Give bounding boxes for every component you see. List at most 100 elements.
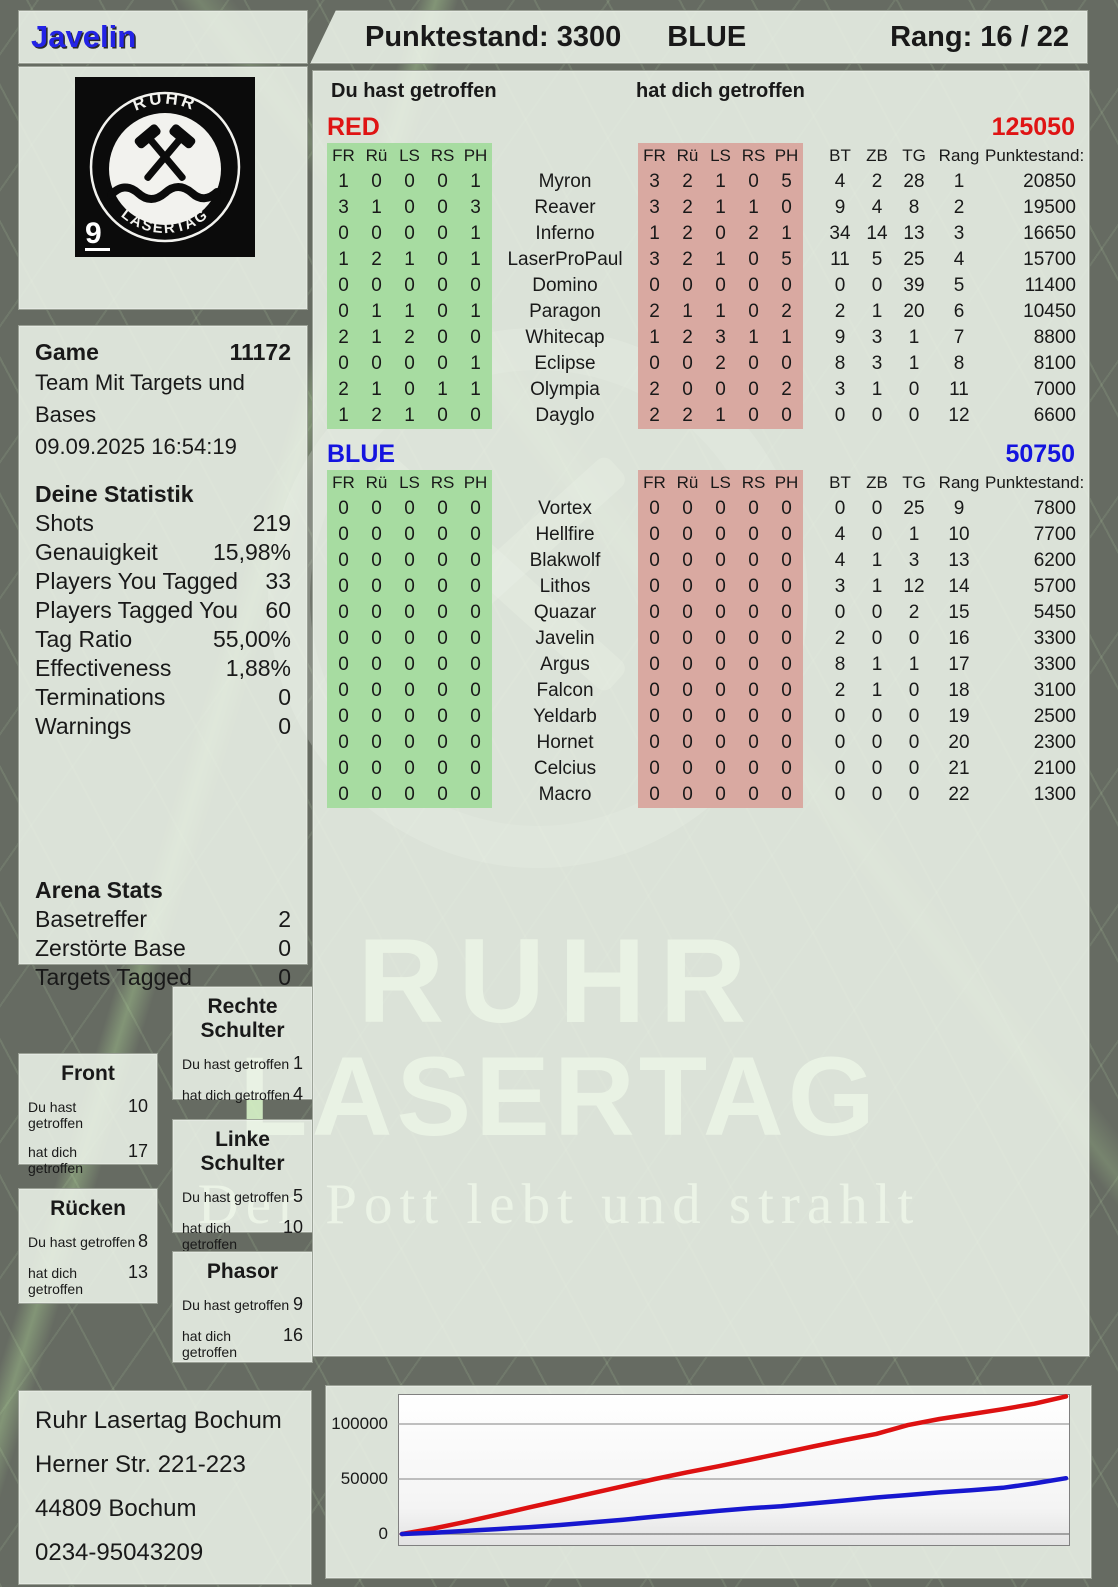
hit-you-cell: 0 <box>704 273 737 299</box>
you-hit-cell: 0 <box>393 574 426 600</box>
punktestand-cell: 1300 <box>1033 784 1076 805</box>
column-header: Punktestand: <box>985 146 1085 165</box>
player-name: Javelin <box>31 19 137 54</box>
hit-you-title: hat dich getroffen <box>636 80 805 102</box>
player-name-cell: LaserProPaul <box>507 249 623 270</box>
gap <box>803 626 821 652</box>
your-stats-section: Shots 219 Genauigkeit 15,98% Players You Tag… <box>35 509 291 741</box>
stat-cell: 0 <box>871 498 883 519</box>
arena-stats-title: Arena Stats <box>35 877 163 903</box>
you-hit-cell: 0 <box>327 273 360 299</box>
gap <box>803 652 821 678</box>
punktestand-cell: 10450 <box>1023 301 1076 322</box>
you-hit-cell: 0 <box>327 600 360 626</box>
punktestand-cell: 2100 <box>1033 758 1076 779</box>
hit-you-cell: 2 <box>671 221 704 247</box>
hit-you-cell: 3 <box>638 247 671 273</box>
you-hit-cell: 1 <box>360 299 393 325</box>
address-line: 0234-95043209 <box>35 1539 204 1566</box>
you-hit-cell: 0 <box>327 704 360 730</box>
hit-location-value: 4 <box>292 1084 303 1104</box>
stat-cell: 12 <box>948 405 970 426</box>
hit-you-cell: 0 <box>770 678 803 704</box>
punktestand-cell: 3300 <box>1033 628 1076 649</box>
hit-location-title: Phasor <box>206 1260 279 1283</box>
column-header: Rang <box>938 473 980 492</box>
you-hit-cell: 0 <box>426 704 459 730</box>
stat-row: Players You Tagged 33 <box>35 567 291 596</box>
hit-location-value: 10 <box>282 1217 303 1237</box>
score-tables-panel: Du hast getroffen hat dich getroffen RED… <box>312 70 1090 1357</box>
hit-you-cell: 0 <box>671 782 704 808</box>
column-header: Rü <box>671 470 704 496</box>
stat-value: 0 <box>278 684 291 710</box>
stat-cell: 16 <box>948 628 970 649</box>
stat-row: Effectiveness 1,88% <box>35 654 291 683</box>
chart-line <box>399 1394 1069 1537</box>
hit-you-cell: 0 <box>671 678 704 704</box>
punktestand-cell: 8800 <box>1033 327 1076 348</box>
stat-row: Warnings 0 <box>35 712 291 741</box>
player-row: 1 2 1 0 0 Dayglo 2 2 1 0 0 0 0 0 12 6600 <box>313 403 1089 429</box>
you-hit-cell: 0 <box>360 600 393 626</box>
you-hit-cell: 2 <box>327 325 360 351</box>
stat-cell: 0 <box>908 405 920 426</box>
player-row: 0 0 0 0 1 Inferno 1 2 0 2 1 34 14 13 3 16650 <box>313 221 1089 247</box>
stat-label: Shots <box>35 510 94 536</box>
you-hit-cell: 0 <box>360 221 393 247</box>
gap <box>803 730 821 756</box>
hit-location-row: Du hast getroffen 9 <box>181 1294 304 1315</box>
hit-you-cell: 0 <box>638 273 671 299</box>
column-header: RS <box>737 143 770 169</box>
you-hit-cell: 0 <box>459 496 492 522</box>
hit-you-cell: 3 <box>638 195 671 221</box>
hit-you-cell: 0 <box>704 678 737 704</box>
you-hit-cell: 0 <box>393 730 426 756</box>
stat-label: Terminations <box>35 684 166 710</box>
hit-you-cell: 2 <box>770 377 803 403</box>
stat-label: Basetreffer <box>35 906 148 932</box>
hit-location-label: hat dich getroffen <box>28 1144 84 1176</box>
gap <box>803 522 821 548</box>
punktestand-cell: 3100 <box>1033 680 1076 701</box>
you-hit-cell: 0 <box>327 678 360 704</box>
you-hit-cell: 3 <box>459 195 492 221</box>
hit-you-cell: 0 <box>770 522 803 548</box>
hit-location-row: Du hast getroffen 8 <box>27 1231 149 1252</box>
stat-cell: 8 <box>908 197 920 218</box>
hit-you-cell: 5 <box>770 247 803 273</box>
blue-team-table: BLUE 50750 FR Rü LS RS PH FR Rü LS RS PH BT ZB TG Ran… <box>313 440 1089 808</box>
you-hit-cell: 0 <box>426 169 459 195</box>
stat-cell: 0 <box>834 784 846 805</box>
hit-you-cell: 0 <box>737 273 770 299</box>
stat-cell: 14 <box>866 223 888 244</box>
stat-cell: 1 <box>953 171 965 192</box>
arena-stats-section: Basetreffer 2 Zerstörte Base 0 Targets Tagge… <box>35 905 291 992</box>
stat-cell: 13 <box>903 223 925 244</box>
hit-you-cell: 0 <box>737 600 770 626</box>
hit-you-cell: 0 <box>671 574 704 600</box>
gap <box>803 247 821 273</box>
player-row: 0 0 0 0 1 Eclipse 0 0 2 0 0 8 3 1 8 8100 <box>313 351 1089 377</box>
stat-cell: 3 <box>834 379 846 400</box>
stat-row: Zerstörte Base 0 <box>35 934 291 963</box>
hit-you-cell: 0 <box>737 496 770 522</box>
red-team-table: RED 125050 FR Rü LS RS PH FR Rü LS RS PH BT ZB TG Ran… <box>313 113 1089 429</box>
header-team: BLUE <box>667 20 747 53</box>
hit-location-title: Rechte Schulter <box>200 995 285 1042</box>
stat-cell: 4 <box>834 524 846 545</box>
you-hit-cell: 0 <box>426 678 459 704</box>
stat-cell: 19 <box>948 706 970 727</box>
you-hit-cell: 1 <box>327 403 360 429</box>
column-header: LS <box>393 470 426 496</box>
punktestand-cell: 2300 <box>1033 732 1076 753</box>
you-hit-cell: 0 <box>393 782 426 808</box>
stat-label: Players Tagged You <box>35 597 238 623</box>
player-name-cell: Inferno <box>535 223 595 244</box>
you-hit-cell: 0 <box>426 756 459 782</box>
hit-you-cell: 0 <box>737 247 770 273</box>
stat-cell: 17 <box>948 654 970 675</box>
stat-cell: 0 <box>871 602 883 623</box>
you-hit-cell: 0 <box>459 600 492 626</box>
your-stats-title: Deine Statistik <box>35 481 194 507</box>
